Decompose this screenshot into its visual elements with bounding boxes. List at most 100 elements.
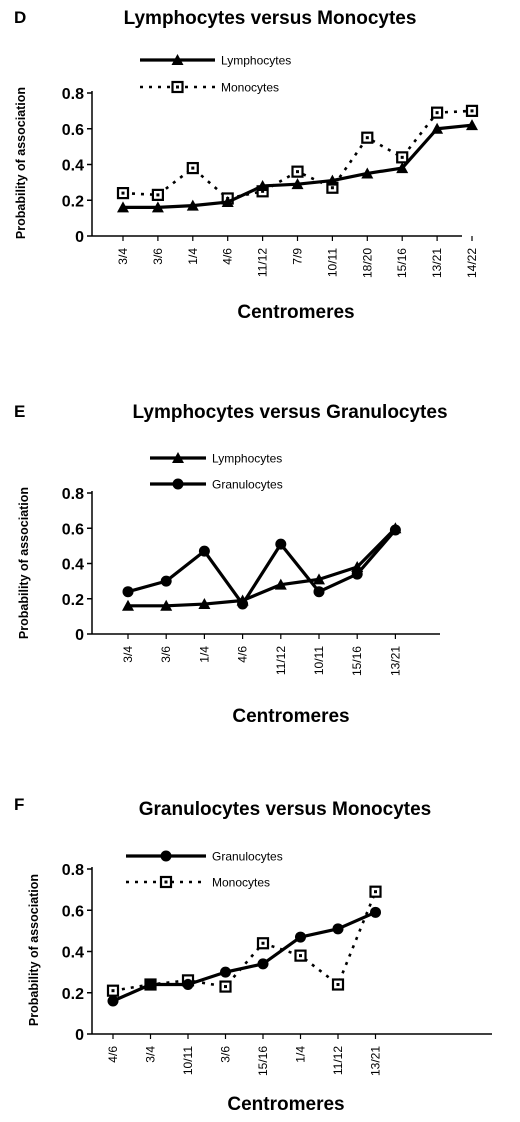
legend-label: Lymphocytes [221, 54, 291, 68]
x-tick-label: 1/4 [197, 646, 211, 663]
data-point-triangle [396, 162, 409, 174]
legend-marker-center [164, 880, 168, 884]
panel-letter: E [14, 402, 25, 421]
legend-item-lymphocytes: Lymphocytes [150, 452, 282, 466]
data-point-circle [237, 598, 249, 610]
x-tick-label: 11/12 [331, 1046, 345, 1075]
chart-title: Lymphocytes versus Monocytes [124, 8, 417, 29]
data-point-circle [182, 979, 194, 990]
y-tick-label: 0.6 [62, 903, 84, 920]
y-tick-label: 0.4 [62, 557, 84, 574]
series-lymphocytes [122, 522, 402, 611]
data-point-circle [122, 586, 134, 598]
x-tick-label: 4/6 [221, 248, 235, 265]
data-point-triangle [160, 599, 173, 611]
x-tick-label: 13/21 [388, 646, 402, 676]
chart-panel-e: E Lymphocytes versus Granulocytes 0 0.2 0.4 0… [14, 402, 448, 727]
data-point-circle [257, 958, 269, 970]
data-point-square-center [191, 166, 195, 170]
legend-marker [171, 54, 184, 65]
legend-marker-center [176, 85, 179, 89]
data-point-square-center [470, 109, 474, 113]
x-tick-label: 15/16 [350, 646, 364, 676]
data-point-circle [351, 568, 363, 580]
data-point-square-center [111, 989, 115, 993]
x-tick-label: 11/12 [274, 646, 288, 675]
legend-label: Granulocytes [212, 478, 283, 492]
data-point-triangle [117, 201, 129, 213]
y-tick-label: 0 [75, 1027, 84, 1044]
data-point-triangle [361, 167, 374, 179]
data-point-triangle [186, 199, 199, 211]
data-point-triangle [198, 598, 211, 610]
y-tick-label: 0.2 [62, 986, 84, 1003]
y-tick-label: 0.6 [62, 521, 84, 538]
x-tick-label: 3/6 [151, 248, 165, 265]
series-line [112, 891, 377, 992]
y-axis-title: Probability of association [17, 487, 31, 639]
data-point-triangle [221, 196, 234, 208]
x-tick-label: 3/4 [121, 646, 135, 663]
y-tick-label: 0.8 [62, 86, 84, 103]
panel-letter: D [14, 8, 26, 27]
x-tick-label: 7/9 [291, 248, 305, 265]
y-tick-label: 0.2 [62, 592, 84, 609]
data-point-triangle [466, 119, 478, 131]
data-point-circle [332, 923, 344, 935]
series-lymphocytes [117, 119, 478, 213]
data-point-circle [198, 545, 210, 557]
data-point-triangle [256, 179, 269, 191]
data-point-square-center [261, 189, 265, 193]
data-point-triangle [431, 122, 444, 134]
y-tick-label: 0 [75, 229, 84, 246]
y-tick-label: 0.4 [62, 158, 84, 175]
x-tick-label: 3/6 [219, 1046, 233, 1063]
data-point-circle [313, 586, 325, 598]
y-tick-label: 0.8 [62, 486, 84, 503]
legend-marker [172, 452, 184, 463]
x-tick-label: 18/20 [360, 248, 374, 278]
legend-marker [160, 850, 172, 862]
x-axis-title: Centromeres [237, 302, 354, 323]
x-tick-label: 10/11 [181, 1046, 195, 1075]
legend: Granulocytes Monocytes [126, 850, 283, 890]
legend-label: Monocytes [212, 876, 270, 890]
x-tick-label: 1/4 [186, 248, 200, 265]
data-point-triangle [151, 201, 164, 213]
series-line [128, 527, 397, 608]
data-point-circle [145, 979, 156, 990]
y-tick-label: 0.2 [62, 193, 84, 210]
x-tick-label: 13/21 [430, 248, 444, 278]
data-point-square-center [224, 985, 227, 989]
chart-panel-d: D Lymphocytes versus Monocytes 0 0.2 0.4 0.6 0… [14, 8, 479, 323]
x-tick-label: 15/16 [256, 1046, 270, 1076]
data-point-square-center [156, 193, 160, 197]
data-point-circle [160, 575, 172, 587]
series-granulocytes [107, 906, 381, 1007]
x-tick-label: 1/4 [294, 1046, 308, 1063]
x-tick-label: 10/11 [325, 248, 339, 277]
data-point-square-center [299, 954, 302, 958]
data-point-circle [107, 995, 119, 1007]
data-point-square-center [261, 941, 265, 945]
legend-item-granulocytes: Granulocytes [126, 850, 283, 864]
legend: Lymphocytes Granulocytes [150, 452, 283, 492]
data-point-square-center [435, 111, 439, 115]
y-axis-title: Probability of association [14, 87, 28, 239]
x-axis-title: Centromeres [232, 706, 349, 727]
data-point-square-center [330, 186, 334, 190]
data-point-square-center [121, 191, 125, 195]
x-tick-label: 4/6 [236, 646, 250, 663]
legend-item-monocytes: Monocytes [140, 81, 279, 95]
legend-item-monocytes: Monocytes [126, 876, 270, 890]
data-point-triangle [122, 599, 134, 611]
data-point-triangle [313, 573, 325, 585]
series-line [127, 528, 397, 606]
data-point-square-center [296, 170, 299, 174]
legend-label: Granulocytes [212, 850, 283, 864]
legend: Lymphocytes Monocytes [140, 54, 291, 95]
y-tick-label: 0 [75, 627, 84, 644]
x-tick-label: 3/4 [116, 248, 130, 265]
legend-item-lymphocytes: Lymphocytes [140, 54, 291, 68]
data-point-triangle [274, 578, 287, 590]
